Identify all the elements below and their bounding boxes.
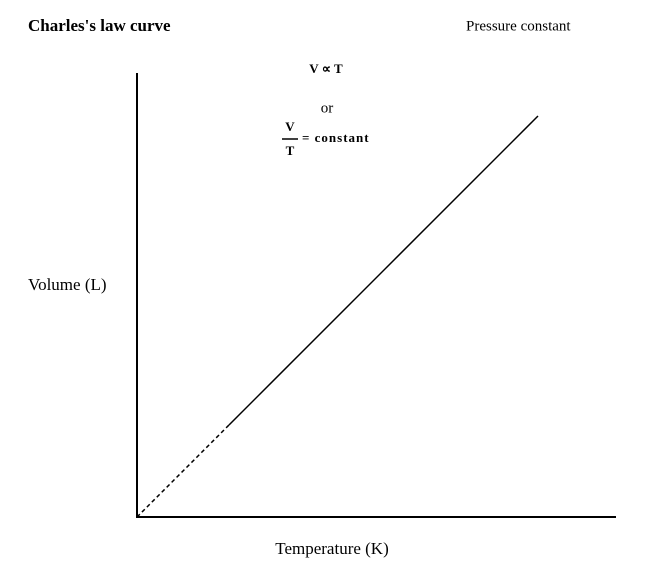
curve: [228, 115, 539, 426]
condition: Pressure constant: [466, 18, 571, 34]
x-axis-label: Temperature (K): [275, 539, 389, 558]
formula-proportion: V ∝ T: [309, 61, 343, 76]
y-axis-label: Volume (L): [28, 275, 107, 294]
formula-denominator: T: [286, 143, 295, 158]
formula-or: or: [321, 100, 334, 116]
formula-equals: = constant: [302, 130, 370, 145]
extrapolation: [136, 424, 230, 518]
title: Charles's law curve: [28, 16, 171, 35]
formula-numerator: V: [285, 119, 295, 134]
